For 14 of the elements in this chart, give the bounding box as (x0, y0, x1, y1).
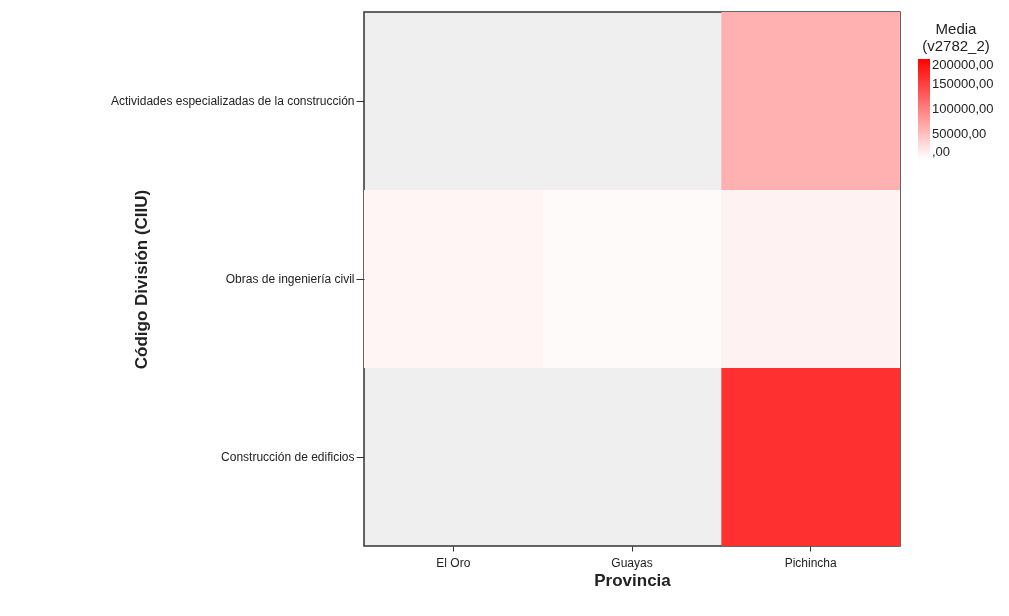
y-tick-label: Actividades especializadas de la construcción (111, 94, 355, 108)
x-tick-label: Pichincha (784, 555, 838, 570)
y-tick-label: Construcción de edificios (221, 450, 355, 464)
color-bar-label: 200000,00 (932, 57, 994, 72)
x-axis-title: Provincia (594, 570, 672, 590)
color-bar-label: 150000,00 (932, 76, 994, 91)
legend-title: Media (v2782_2) (922, 20, 990, 54)
y-axis-title: Código División (CIIU) (131, 189, 151, 370)
x-tick-label: El Oro (436, 555, 471, 570)
color-bar-label: 100000,00 (932, 101, 994, 116)
color-bar-label: ,00 (932, 144, 951, 159)
x-tick-label: Guayas (611, 555, 653, 570)
color-bar-label: 50000,00 (932, 126, 987, 141)
y-tick-label: Obras de ingeniería civil (225, 272, 355, 286)
